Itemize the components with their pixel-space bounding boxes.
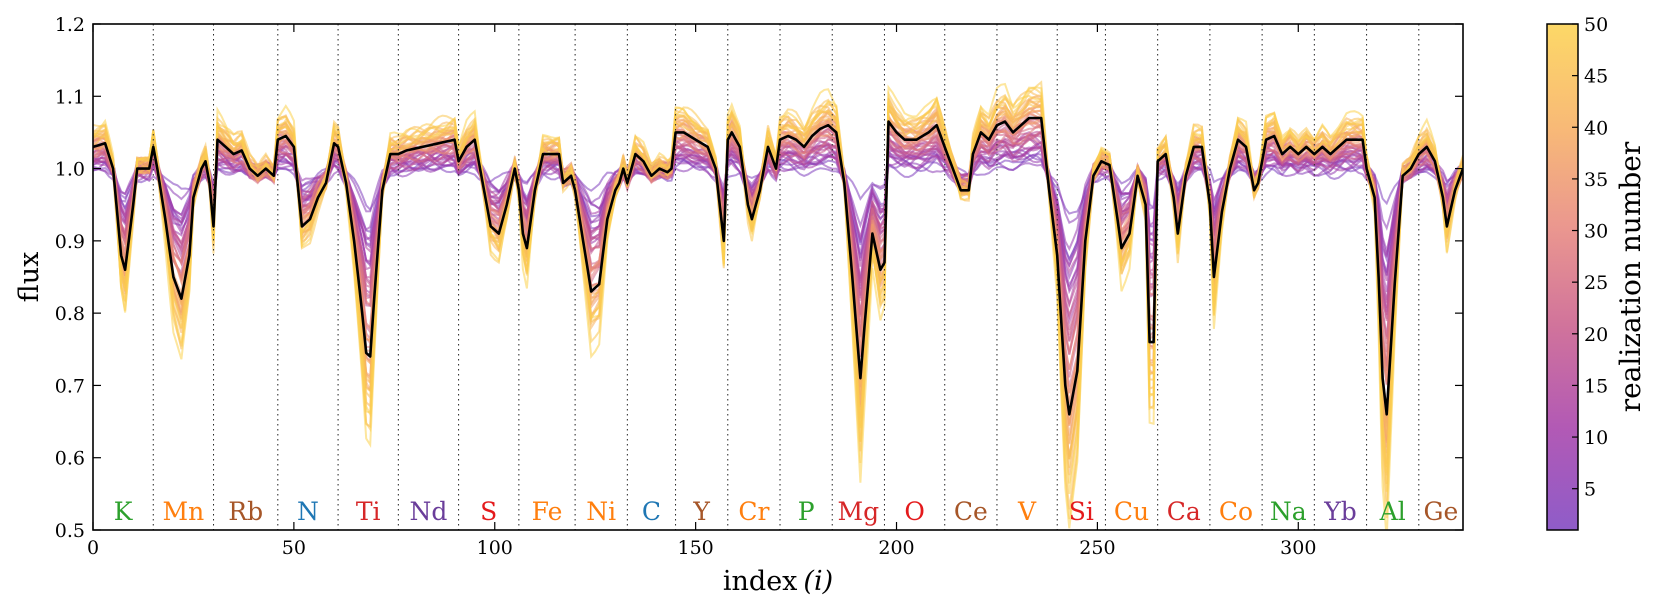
- colorbar-tick-label: 40: [1584, 117, 1608, 139]
- y-axis-label: flux: [14, 252, 45, 303]
- element-label-cu: Cu: [1114, 497, 1149, 526]
- element-label-mg: Mg: [838, 497, 880, 526]
- element-label-p: P: [798, 497, 815, 526]
- y-tick-label: 1.2: [55, 14, 85, 36]
- element-label-ni: Ni: [586, 497, 616, 526]
- element-label-ce: Ce: [954, 497, 988, 526]
- colorbar-label: realization number: [1614, 141, 1647, 412]
- colorbar-ticks: 5 10 15 20 25 30 35 40 45 50: [1572, 14, 1608, 501]
- x-axis-label-variable: (i): [803, 566, 833, 597]
- mean-curve-group: [93, 116, 1463, 416]
- y-tick-label: 0.9: [55, 231, 85, 253]
- y-tick-label: 0.6: [55, 448, 85, 470]
- element-label-na: Na: [1270, 497, 1307, 526]
- y-tick-label: 0.8: [55, 303, 85, 325]
- element-label-yb: Yb: [1323, 497, 1357, 526]
- element-label-co: Co: [1219, 497, 1253, 526]
- element-label-c: C: [642, 497, 661, 526]
- element-label-ti: Ti: [356, 497, 381, 526]
- element-label-mn: Mn: [163, 497, 205, 526]
- element-label-n: N: [297, 497, 319, 526]
- element-label-rb: Rb: [228, 497, 263, 526]
- x-tick-label: 50: [282, 537, 306, 559]
- y-tick-label: 1.1: [55, 86, 85, 108]
- element-label-ca: Ca: [1167, 497, 1201, 526]
- element-label-v: V: [1017, 497, 1037, 526]
- x-axis-label-text: index: [723, 566, 798, 597]
- colorbar-tick-label: 15: [1584, 375, 1608, 397]
- colorbar-tick-label: 35: [1584, 169, 1608, 191]
- element-label-al: Al: [1379, 497, 1406, 526]
- segment-boundaries: [152, 24, 1420, 530]
- y-tick-label: 1.0: [55, 159, 85, 181]
- element-label-y: Y: [692, 497, 710, 526]
- colorbar-tick-label: 30: [1584, 221, 1608, 243]
- colorbar-tick-label: 50: [1584, 14, 1608, 36]
- element-label-nd: Nd: [410, 497, 448, 526]
- element-label-o: O: [904, 497, 925, 526]
- element-label-fe: Fe: [532, 497, 563, 526]
- y-tick-label: 0.5: [55, 520, 85, 542]
- plot-frame: [92, 23, 1464, 531]
- element-label-k: K: [114, 497, 134, 526]
- element-label-cr: Cr: [738, 497, 769, 526]
- element-label-si: Si: [1069, 497, 1094, 526]
- x-tick-label: 250: [1079, 537, 1115, 559]
- colorbar-tick-label: 45: [1584, 66, 1608, 88]
- x-tick-label: 150: [678, 537, 714, 559]
- colorbar-tick-label: 20: [1584, 324, 1608, 346]
- x-axis: 0 50 100 150 200 250 300: [87, 24, 1316, 559]
- x-axis-label: index (i): [723, 566, 833, 597]
- element-labels: K Mn Rb N Ti Nd S Fe Ni C Y Cr P Mg O Ce V Si Cu Ca Co Na Yb Al…: [114, 497, 1458, 526]
- x-tick-label: 100: [477, 537, 513, 559]
- element-label-s: S: [480, 497, 497, 526]
- y-tick-label: 0.7: [55, 375, 85, 397]
- x-tick-label: 300: [1280, 537, 1316, 559]
- x-tick-label: 200: [878, 537, 914, 559]
- mean-curve: [93, 116, 1463, 416]
- colorbar: [1546, 23, 1579, 531]
- x-tick-label: 0: [87, 537, 99, 559]
- colorbar-tick-label: 5: [1584, 479, 1596, 501]
- y-axis: 0.5 0.6 0.7 0.8 0.9 1.0 1.1 1.2: [55, 14, 1463, 542]
- colorbar-tick-label: 25: [1584, 272, 1608, 294]
- colorbar-tick-label: 10: [1584, 427, 1608, 449]
- element-label-ge: Ge: [1424, 497, 1459, 526]
